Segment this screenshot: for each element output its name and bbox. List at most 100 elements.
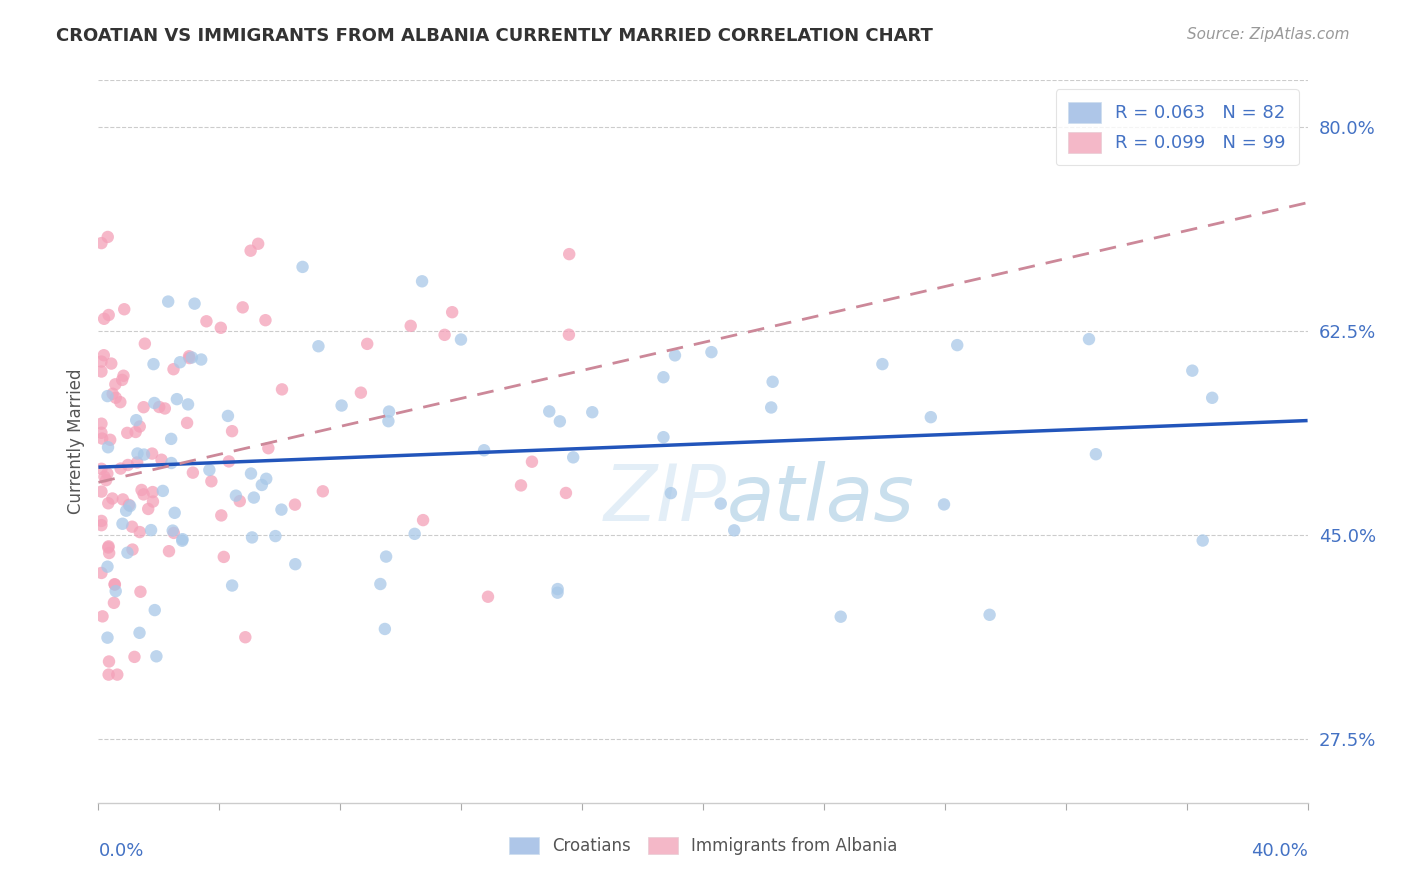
Point — [150, 452, 173, 467]
Point — [181, 351, 204, 365]
Point — [221, 424, 243, 438]
Point — [162, 362, 184, 376]
Point — [93, 311, 115, 326]
Point — [105, 667, 128, 681]
Point — [441, 305, 464, 319]
Point — [110, 395, 132, 409]
Point — [118, 498, 141, 512]
Point — [136, 502, 159, 516]
Point — [1084, 447, 1107, 461]
Point — [291, 260, 314, 274]
Point — [172, 532, 194, 546]
Point — [142, 357, 165, 371]
Point — [233, 630, 256, 644]
Point — [153, 401, 176, 416]
Point — [112, 368, 135, 383]
Point — [330, 399, 353, 413]
Point — [195, 314, 218, 328]
Text: ZIP: ZIP — [605, 461, 727, 537]
Point — [117, 425, 139, 440]
Point — [115, 504, 138, 518]
Point — [271, 383, 294, 397]
Point — [183, 296, 205, 310]
Point — [412, 513, 434, 527]
Point — [433, 327, 456, 342]
Point — [229, 494, 252, 508]
Point — [356, 336, 378, 351]
Point — [96, 559, 118, 574]
Point — [104, 391, 127, 405]
Point — [104, 377, 127, 392]
Point — [145, 649, 167, 664]
Point — [239, 244, 262, 258]
Point — [127, 455, 149, 469]
Point — [555, 486, 578, 500]
Point — [132, 401, 155, 415]
Point — [132, 487, 155, 501]
Text: atlas: atlas — [727, 461, 915, 537]
Point — [97, 230, 120, 244]
Point — [142, 494, 165, 508]
Point — [399, 318, 422, 333]
Point — [659, 486, 682, 500]
Point — [558, 247, 581, 261]
Point — [209, 320, 232, 334]
Point — [110, 461, 132, 475]
Point — [240, 467, 263, 481]
Point — [472, 443, 495, 458]
Point — [96, 467, 118, 481]
Point — [264, 529, 287, 543]
Point — [143, 396, 166, 410]
Point — [212, 549, 235, 564]
Point — [128, 625, 150, 640]
Point — [124, 425, 146, 439]
Point — [217, 409, 239, 423]
Point — [558, 327, 581, 342]
Point — [163, 506, 186, 520]
Point — [652, 430, 675, 444]
Point — [181, 466, 204, 480]
Point — [98, 546, 121, 560]
Point — [111, 516, 134, 531]
Point — [97, 440, 120, 454]
Point — [225, 489, 247, 503]
Point — [98, 655, 121, 669]
Point — [1201, 391, 1223, 405]
Point — [160, 432, 183, 446]
Y-axis label: Currently Married: Currently Married — [66, 368, 84, 515]
Text: Source: ZipAtlas.com: Source: ZipAtlas.com — [1187, 27, 1350, 42]
Point — [90, 484, 112, 499]
Point — [97, 667, 120, 681]
Point — [124, 649, 146, 664]
Point — [538, 404, 561, 418]
Point — [148, 400, 170, 414]
Point — [240, 531, 263, 545]
Point — [103, 596, 125, 610]
Point — [254, 313, 277, 327]
Point — [370, 577, 392, 591]
Point — [131, 483, 153, 497]
Point — [166, 392, 188, 406]
Point — [97, 496, 120, 510]
Point — [142, 485, 165, 500]
Point — [163, 525, 186, 540]
Point — [520, 455, 543, 469]
Point — [117, 458, 139, 472]
Point — [90, 365, 112, 379]
Point — [177, 397, 200, 411]
Point — [132, 448, 155, 462]
Point — [218, 454, 240, 468]
Point — [90, 425, 112, 440]
Point — [117, 546, 139, 560]
Point — [111, 373, 134, 387]
Point — [510, 478, 533, 492]
Point — [90, 518, 112, 533]
Point — [179, 351, 201, 365]
Point — [257, 441, 280, 455]
Point — [121, 519, 143, 533]
Point — [101, 386, 124, 401]
Point — [96, 389, 118, 403]
Point — [378, 404, 401, 418]
Point — [562, 450, 585, 465]
Point — [581, 405, 603, 419]
